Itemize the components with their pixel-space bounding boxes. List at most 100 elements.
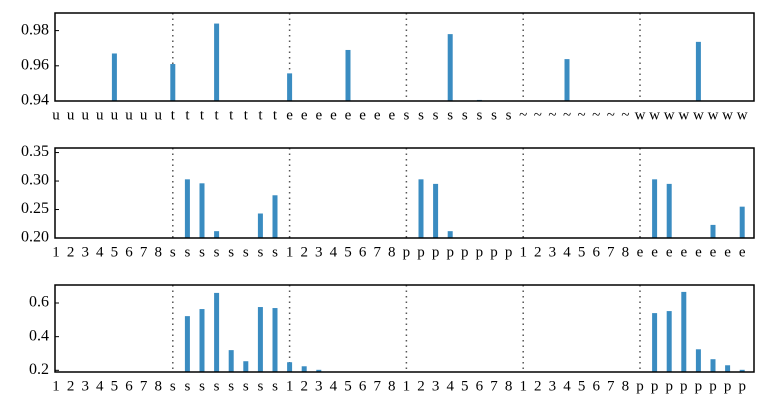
x-tick-label: s [272, 244, 278, 260]
bar [695, 41, 701, 101]
x-tick-label: 2 [534, 244, 542, 260]
x-tick-label: 5 [344, 378, 352, 394]
bar [184, 316, 190, 372]
x-tick-label: u [96, 107, 104, 123]
x-tick-label: 2 [67, 378, 75, 394]
x-tick-label: u [81, 107, 89, 123]
x-tick-label: 2 [67, 244, 75, 260]
x-tick-label: e [637, 244, 644, 260]
x-tick-label: 1 [519, 244, 527, 260]
x-tick-label: 8 [388, 244, 396, 260]
bar [199, 309, 205, 372]
x-tick-label: 2 [300, 244, 308, 260]
y-tick-label: 0.35 [21, 143, 49, 160]
x-tick-label: 7 [140, 378, 148, 394]
x-tick-label: e [388, 107, 395, 123]
x-tick-label: s [184, 378, 190, 394]
x-tick-label: 7 [140, 244, 148, 260]
bar [695, 349, 701, 372]
x-tick-label: s [257, 244, 263, 260]
bar [681, 291, 687, 372]
x-tick-label: 5 [111, 244, 119, 260]
axes-frame [54, 12, 755, 102]
y-tick-label: 0.4 [29, 327, 49, 344]
x-tick-label: 6 [359, 378, 367, 394]
x-tick-label: w [649, 107, 660, 123]
x-tick-label: 8 [505, 378, 513, 394]
x-tick-label: e [374, 107, 381, 123]
x-tick-label: 7 [607, 244, 615, 260]
x-tick-label: t [200, 107, 205, 123]
x-tick-label: 6 [359, 244, 367, 260]
bar [214, 23, 220, 102]
x-tick-label: 8 [154, 378, 162, 394]
x-tick-label: 3 [81, 244, 89, 260]
x-tick-label: 3 [549, 378, 557, 394]
x-tick-label: s [491, 107, 497, 123]
x-tick-label: ~ [621, 107, 629, 123]
x-tick-label: 8 [622, 244, 630, 260]
bar [287, 362, 293, 372]
x-tick-label: t [215, 107, 220, 123]
bar [447, 231, 453, 238]
x-tick-label: ~ [563, 107, 571, 123]
x-tick-label: e [651, 244, 658, 260]
x-tick-label: 1 [519, 378, 527, 394]
x-tick-label: p [651, 378, 659, 394]
y-tick-label: 0.94 [21, 92, 49, 109]
x-tick-label: 4 [563, 244, 571, 260]
x-tick-label: s [170, 244, 176, 260]
bar [739, 206, 745, 238]
x-tick-label: e [301, 107, 308, 123]
bar [564, 59, 570, 101]
bar [725, 365, 731, 372]
x-tick-label: t [171, 107, 176, 123]
x-tick-label: t [244, 107, 249, 123]
x-tick-label: p [665, 378, 673, 394]
bar [710, 224, 716, 238]
x-tick-label: t [258, 107, 263, 123]
x-tick-label: ~ [548, 107, 556, 123]
x-tick-label: e [315, 107, 322, 123]
x-tick-label: e [359, 107, 366, 123]
x-tick-label: 4 [446, 378, 454, 394]
x-tick-label: u [111, 107, 119, 123]
bar [111, 53, 117, 101]
bar [710, 359, 716, 372]
y-tick-label: 0.25 [21, 200, 49, 217]
x-tick-label: 1 [52, 378, 60, 394]
y-tick-label: 0.20 [21, 229, 49, 246]
bar [243, 361, 249, 372]
x-tick-label: 1 [52, 244, 60, 260]
bar [228, 350, 234, 372]
bar [652, 179, 658, 238]
bar [287, 73, 293, 101]
x-tick-label: p [724, 378, 732, 394]
bar [666, 183, 672, 238]
x-tick-label: s [199, 378, 205, 394]
x-tick-label: s [447, 107, 453, 123]
x-tick-label: s [184, 244, 190, 260]
bar [666, 311, 672, 372]
x-tick-label: ~ [592, 107, 600, 123]
x-tick-label: p [490, 244, 498, 260]
x-tick-label: s [403, 107, 409, 123]
x-tick-label: 4 [330, 244, 338, 260]
x-tick-label: p [461, 244, 469, 260]
x-tick-label: s [243, 378, 249, 394]
x-tick-label: u [125, 107, 133, 123]
x-tick-label: 3 [549, 244, 557, 260]
x-tick-label: s [506, 107, 512, 123]
x-tick-label: 3 [81, 378, 89, 394]
x-tick-label: s [228, 244, 234, 260]
x-tick-label: w [737, 107, 748, 123]
x-tick-label: u [140, 107, 148, 123]
x-tick-label: s [462, 107, 468, 123]
bar [214, 292, 220, 372]
x-tick-label: e [695, 244, 702, 260]
bar [184, 179, 190, 238]
x-tick-label: s [243, 244, 249, 260]
x-tick-label: 4 [330, 378, 338, 394]
axes-frame [54, 147, 755, 239]
x-tick-label: e [345, 107, 352, 123]
